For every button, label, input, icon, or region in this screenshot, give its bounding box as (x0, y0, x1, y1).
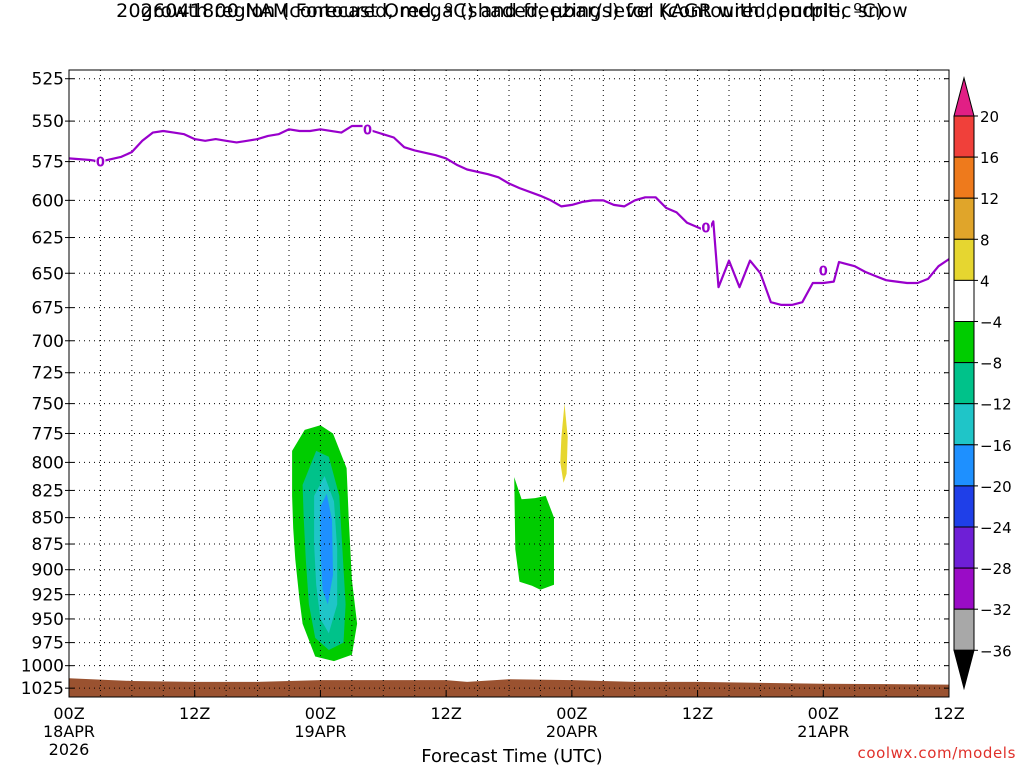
colorbar-label: −16 (980, 437, 1012, 455)
x-tick-label: 19APR (294, 722, 346, 741)
freezing-level-label: 0 (363, 123, 372, 138)
colorbar-swatch-5 (953, 321, 975, 364)
x-tick-label: 00Z (305, 704, 336, 723)
y-tick-label: 1000 (21, 657, 64, 677)
x-tick-label: 12Z (933, 704, 964, 723)
terrain-area (69, 678, 949, 697)
y-tick-label: 750 (32, 395, 64, 415)
y-tick-label: 600 (32, 191, 64, 211)
freezing-label-bg-0 (95, 154, 106, 169)
colorbar-swatch-10 (953, 526, 975, 569)
y-tick-label: 950 (32, 610, 64, 630)
y-tick-label: 675 (32, 299, 64, 319)
colorbar-label: −4 (980, 314, 1002, 332)
colorbar-label: 4 (980, 272, 990, 290)
colorbar-swatch-9 (953, 485, 975, 528)
x-tick-label: 2026 (49, 740, 90, 759)
x-tick-label: 00Z (808, 704, 839, 723)
colorbar-swatch-0 (953, 115, 975, 158)
colorbar-label: 16 (980, 149, 999, 167)
chart-title-line2: growth region (contoured, red, ºC) and f… (140, 0, 884, 22)
colorbar-label: −28 (980, 560, 1012, 578)
y-tick-label: 725 (32, 364, 64, 384)
colorbar-label: −36 (980, 642, 1012, 660)
freezing-label-bg-1 (362, 122, 373, 137)
x-tick-label: 12Z (179, 704, 210, 723)
colorbar-label: 20 (980, 108, 999, 126)
colorbar-swatch-8 (953, 444, 975, 487)
colorbar-swatch-7 (953, 403, 975, 446)
grid-lines (69, 70, 949, 697)
freezing-level-line (68, 124, 950, 306)
y-tick-label: 800 (32, 453, 64, 473)
colorbar-swatch-1 (953, 156, 975, 199)
y-tick-label: 875 (32, 535, 64, 555)
chart-title-line1: 2026041800 NAM Forecast Omega (shaded, μ… (116, 0, 908, 22)
colorbar-bottom-arrow (953, 649, 975, 691)
x-tick-label: 00Z (556, 704, 587, 723)
y-tick-label: 1025 (21, 679, 64, 699)
y-tick-label: 825 (32, 481, 64, 501)
colorbar-swatch-6 (953, 362, 975, 405)
omega-region-4 (514, 477, 554, 590)
y-tick-label: 850 (32, 509, 64, 529)
colorbar: 20 16 12 8 4 −4 −8 −12 −16 −20 −24 −28 −32 −36 (953, 76, 1012, 691)
site-credit: coolwx.com/models (857, 744, 1016, 762)
y-tick-label: 650 (32, 264, 64, 284)
colorbar-label: 12 (980, 190, 999, 208)
colorbar-swatch-3 (953, 238, 975, 281)
colorbar-label: −8 (980, 355, 1002, 373)
colorbar-label: −20 (980, 478, 1012, 496)
omega-shading (292, 403, 568, 662)
freezing-label-bg-3 (818, 263, 829, 278)
y-tick-label: 575 (32, 153, 64, 173)
colorbar-swatch-4 (953, 279, 975, 322)
colorbar-label: −12 (980, 396, 1012, 414)
y-tick-label: 975 (32, 634, 64, 654)
x-tick-label: 20APR (546, 722, 598, 741)
freezing-level-label: 0 (819, 264, 828, 279)
omega-region-3 (320, 493, 333, 605)
colorbar-label: 8 (980, 231, 990, 249)
y-tick-label: 550 (32, 112, 64, 132)
plot-frame (68, 69, 950, 698)
y-tick-label: 625 (32, 229, 64, 249)
x-tick-label: 12Z (682, 704, 713, 723)
freezing-label-bg-2 (700, 220, 711, 235)
y-tick-label: 700 (32, 332, 64, 352)
y-tick-label: 775 (32, 424, 64, 444)
omega-region-5 (560, 403, 568, 483)
terrain-fill (69, 678, 949, 697)
y-axis: 525 550 575 600 625 650 675 700 725 750 775 800 825 8… (21, 70, 949, 699)
y-tick-label: 525 (32, 70, 64, 90)
freezing-level-label: 0 (96, 156, 105, 171)
x-tick-label: 21APR (797, 722, 849, 741)
freezing-level-layer: 0 0 0 0 (68, 122, 950, 306)
x-tick-label: 00Z (53, 704, 84, 723)
colorbar-label: −32 (980, 601, 1012, 619)
colorbar-label: −24 (980, 519, 1012, 537)
colorbar-top-arrow (953, 76, 975, 117)
colorbar-swatch-12 (953, 608, 975, 651)
y-tick-label: 925 (32, 586, 64, 606)
x-axis-title: Forecast Time (UTC) (421, 746, 603, 767)
x-tick-label: 18APR (43, 722, 95, 741)
freezing-level-label: 0 (701, 221, 710, 236)
colorbar-swatch-2 (953, 197, 975, 240)
x-tick-label: 12Z (430, 704, 461, 723)
colorbar-swatch-11 (953, 567, 975, 610)
y-tick-label: 900 (32, 561, 64, 581)
